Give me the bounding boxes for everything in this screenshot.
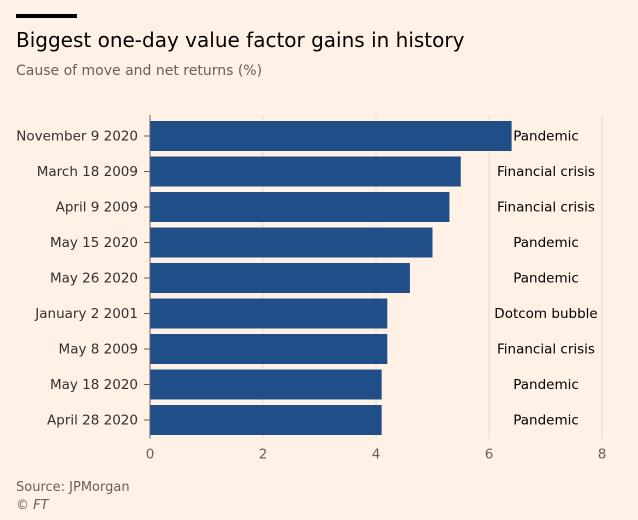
bar: [150, 405, 382, 435]
x-tick-label: 2: [259, 447, 268, 463]
bar: [150, 263, 410, 293]
category-label: March 18 2009: [37, 164, 138, 180]
category-label: April 28 2020: [47, 413, 138, 429]
annotation-label: Financial crisis: [497, 200, 595, 216]
annotation-label: Financial crisis: [497, 342, 595, 358]
bar-chart: November 9 2020 Pandemic March 18 2009 Fina…: [16, 115, 607, 463]
category-label: November 9 2020: [16, 129, 138, 145]
bar: [150, 156, 461, 187]
source-note: Source: JPMorgan: [16, 480, 130, 495]
x-tick-label: 8: [598, 447, 607, 463]
brand-bar: [16, 14, 77, 18]
annotation-label: Pandemic: [513, 129, 579, 145]
category-label: January 2 2001: [34, 306, 138, 322]
copyright-note: © FT: [16, 498, 49, 513]
bar: [150, 334, 388, 364]
category-label: May 8 2009: [59, 342, 138, 358]
annotation-label: Pandemic: [513, 235, 579, 251]
annotation-label: Financial crisis: [497, 164, 595, 180]
bar: [150, 298, 388, 329]
category-label: May 18 2020: [50, 377, 138, 393]
x-tick-label: 4: [372, 447, 381, 463]
annotation-label: Pandemic: [513, 377, 579, 393]
annotation-label: Dotcom bubble: [494, 306, 597, 322]
annotation-label: Pandemic: [513, 413, 579, 429]
x-tick-label: 0: [146, 447, 155, 463]
category-label: May 15 2020: [50, 235, 138, 251]
bar: [150, 192, 450, 222]
category-label: April 9 2009: [56, 200, 138, 216]
category-label: May 26 2020: [50, 271, 138, 287]
bar: [150, 121, 512, 151]
annotation-label: Pandemic: [513, 271, 579, 287]
x-tick-label: 6: [485, 447, 494, 463]
bar: [150, 369, 382, 400]
bar: [150, 227, 433, 258]
chart-title: Biggest one-day value factor gains in hi…: [16, 28, 465, 52]
chart-subtitle: Cause of move and net returns (%): [16, 63, 263, 79]
